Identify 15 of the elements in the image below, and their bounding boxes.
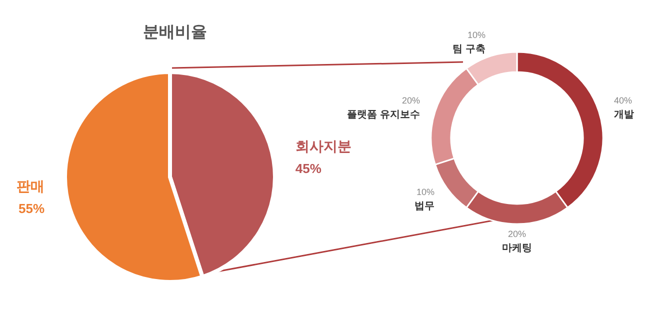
data-label: 10% (416, 186, 434, 197)
slice-label: 개발 (614, 109, 634, 120)
data-label: 40% (614, 95, 632, 106)
chart-title: 분배비율 (142, 23, 208, 43)
slice-label: 회사지분 (295, 138, 352, 154)
slice-label: 플랫폼 유지보수 (347, 109, 420, 120)
data-label: 45% (295, 161, 322, 176)
data-label: 55% (18, 200, 45, 216)
slice-label: 팀 구축 (452, 44, 486, 55)
data-label: 10% (467, 30, 486, 40)
slice-label: 판매 (16, 178, 45, 194)
slice-label: 법무 (414, 200, 434, 212)
data-label: 20% (402, 95, 420, 106)
data-label: 20% (508, 229, 526, 239)
slice-label: 마케팅 (502, 243, 532, 254)
